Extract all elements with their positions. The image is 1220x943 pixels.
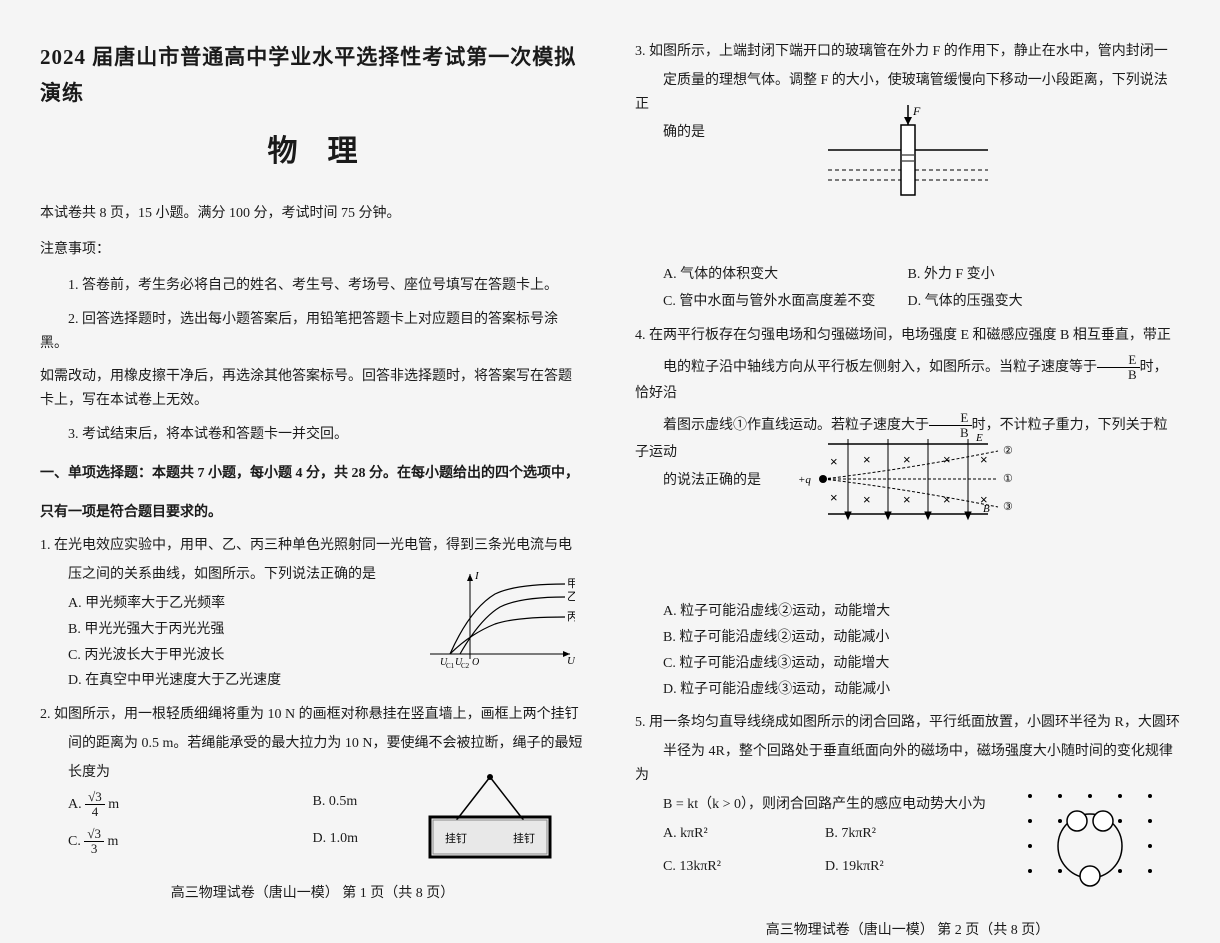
q5c-t: C. 13kπR²	[663, 859, 721, 874]
curve-jia: 甲	[567, 578, 575, 590]
q2a-pre: A.	[68, 797, 85, 812]
q4-opt-b: B. 粒子可能沿虚线②运动，动能减小	[663, 626, 1180, 650]
q2-opt-c: C. √33 m	[40, 827, 313, 857]
footer-page-1: 高三物理试卷（唐山一模） 第 1 页（共 8 页）	[40, 882, 585, 906]
page-1: 2024 届唐山市普通高中学业水平选择性考试第一次模拟演练 物理 本试卷共 8 …	[15, 20, 610, 880]
question-1: 1. 在光电效应实验中，用甲、乙、丙三种单色光照射同一光电管，得到三条光电流与电…	[40, 534, 585, 693]
question-5: 5. 用一条均匀直导线绕成如图所示的闭合回路，平行纸面放置，小圆环半径为 R，大…	[635, 711, 1180, 879]
q4-opt-c: C. 粒子可能沿虚线③运动，动能增大	[663, 652, 1180, 676]
force-f: F	[912, 104, 921, 118]
f2-pre: 高三物理试卷（唐山一模） 第	[766, 923, 955, 938]
q5-stem-l1: 5. 用一条均匀直导线绕成如图所示的闭合回路，平行纸面放置，小圆环半径为 R，大…	[635, 711, 1180, 735]
q3-opt-b: B. 外力 F 变小	[908, 263, 1181, 287]
q2a-suf: m	[105, 797, 119, 812]
footer-page-2: 高三物理试卷（唐山一模） 第 2 页（共 8 页）	[635, 919, 1180, 943]
q2c-num: √3	[84, 827, 104, 842]
f1-suf: 页（共 8 页）	[367, 886, 455, 901]
notice-1: 1. 答卷前，考生务必将自己的姓名、考生号、考场号、座位号填写在答题卡上。	[40, 274, 585, 298]
question-3: 3. 如图所示，上端封闭下端开口的玻璃管在外力 F 的作用下，静止在水中，管内封…	[635, 40, 1180, 314]
notice-3: 3. 考试结束后，将本试卷和答题卡一并交回。	[40, 423, 585, 447]
q2a-num: √3	[85, 790, 105, 805]
q1-figure: I U 甲 乙 丙 U C1 U C2 O	[415, 569, 575, 669]
q5-opt-b: B. 7kπR²	[825, 822, 1015, 846]
q2a-den: 4	[85, 805, 105, 819]
q4s2-n: E	[1097, 353, 1140, 368]
e-label: E	[975, 432, 983, 444]
q4s3-n: E	[929, 411, 972, 426]
q5-opt-c: C. 13kπR²	[635, 855, 825, 879]
path-2: ②	[1003, 445, 1013, 457]
subject-title: 物理	[40, 126, 585, 177]
curve-yi: 乙	[567, 590, 575, 603]
question-4: 4. 在两平行板存在匀强电场和匀强磁场间，电场强度 E 和磁感应强度 B 相互垂…	[635, 324, 1180, 702]
peg-left: 挂钉	[445, 831, 467, 845]
page-2: 3. 如图所示，上端封闭下端开口的玻璃管在外力 F 的作用下，静止在水中，管内封…	[610, 20, 1205, 880]
q4-stem-l2: 电的粒子沿中轴线方向从平行板左侧射入，如图所示。当粒子速度等于EB时，恰好沿	[635, 353, 1180, 406]
q4s2-pre: 电的粒子沿中轴线方向从平行板左侧射入，如图所示。当粒子速度等于	[663, 360, 1097, 375]
f2-n: 2	[955, 923, 962, 938]
q4-figure: ×××× ×××× ×× +q E B ② ① ③	[788, 429, 1028, 529]
q5d-t: D. 19kπR²	[825, 859, 884, 874]
path-3: ③	[1003, 501, 1013, 513]
section-1-title-l1: 一、单项选择题：本题共 7 小题，每小题 4 分，共 28 分。在每小题给出的四…	[40, 462, 585, 486]
q5-figure	[1015, 781, 1175, 891]
notice-extra: 如需改动，用橡皮擦干净后，再选涂其他答案标号。回答非选择题时，将答案写在答题卡上…	[40, 365, 585, 413]
q1-stem-l1: 1. 在光电效应实验中，用甲、乙、丙三种单色光照射同一光电管，得到三条光电流与电	[40, 534, 585, 558]
q2c-den: 3	[84, 842, 104, 856]
uc1-sub: C1	[446, 662, 455, 669]
svg-text:×: ×	[830, 490, 838, 505]
svg-text:×: ×	[830, 454, 838, 469]
q5b-t: B. 7kπR²	[825, 826, 876, 841]
peg-right: 挂钉	[513, 831, 535, 845]
exam-info: 本试卷共 8 页，15 小题。满分 100 分，考试时间 75 分钟。	[40, 202, 585, 226]
q4-opt-d: D. 粒子可能沿虚线③运动，动能减小	[663, 678, 1180, 702]
charge-label: +q	[798, 474, 811, 486]
q3-stem-l1: 3. 如图所示，上端封闭下端开口的玻璃管在外力 F 的作用下，静止在水中，管内封…	[635, 40, 1180, 64]
q4-stem-l1: 4. 在两平行板存在匀强电场和匀强磁场间，电场强度 E 和磁感应强度 B 相互垂…	[635, 324, 1180, 348]
main-title: 2024 届唐山市普通高中学业水平选择性考试第一次模拟演练	[40, 40, 585, 111]
svg-text:×: ×	[903, 492, 911, 507]
q5-opt-d: D. 19kπR²	[825, 855, 1015, 879]
svg-text:×: ×	[943, 492, 951, 507]
uc2-sub: C2	[461, 662, 470, 669]
q2c-pre: C.	[68, 834, 84, 849]
q2-stem-l2: 间的距离为 0.5 m。若绳能承受的最大拉力为 10 N，要使绳不会被拉断，绳子…	[40, 732, 585, 756]
section-1-title-l2: 只有一项是符合题目要求的。	[40, 501, 585, 525]
curve-bing: 丙	[567, 611, 575, 623]
q2-stem-l1: 2. 如图所示，用一根轻质细绳将重为 10 N 的画框对称悬挂在竖直墙上，画框上…	[40, 703, 585, 727]
svg-text:×: ×	[943, 452, 951, 467]
svg-text:×: ×	[863, 452, 871, 467]
q5a-t: A. kπR²	[663, 826, 708, 841]
q3-opt-a: A. 气体的体积变大	[635, 263, 908, 287]
q4s2-d: B	[1097, 368, 1140, 382]
question-2: 2. 如图所示，用一根轻质细绳将重为 10 N 的画框对称悬挂在竖直墙上，画框上…	[40, 703, 585, 857]
q1-opt-d: D. 在真空中甲光速度大于乙光速度	[68, 669, 585, 693]
b-label: B	[983, 503, 990, 515]
f1-pre: 高三物理试卷（唐山一模） 第	[171, 886, 360, 901]
q3-opt-d: D. 气体的压强变大	[908, 290, 1181, 314]
q3-opt-c: C. 管中水面与管外水面高度差不变	[635, 290, 908, 314]
q2c-suf: m	[104, 834, 118, 849]
origin: O	[472, 657, 479, 668]
svg-text:×: ×	[903, 452, 911, 467]
path-1: ①	[1003, 473, 1013, 485]
q2-opt-a: A. √34 m	[40, 790, 313, 820]
svg-text:×: ×	[863, 492, 871, 507]
notice-2: 2. 回答选择题时，选出每小题答案后，用铅笔把答题卡上对应题目的答案标号涂黑。	[40, 308, 585, 356]
notice-label: 注意事项：	[40, 238, 585, 262]
q3-figure: F	[818, 100, 998, 210]
ylabel: I	[474, 570, 480, 582]
q4-opt-a: A. 粒子可能沿虚线②运动，动能增大	[663, 600, 1180, 624]
xlabel: U	[567, 655, 575, 667]
f2-suf: 页（共 8 页）	[962, 923, 1050, 938]
q5-opt-a: A. kπR²	[635, 822, 825, 846]
q2-figure: 挂钉 挂钉	[415, 767, 565, 867]
f1-n: 1	[360, 886, 367, 901]
